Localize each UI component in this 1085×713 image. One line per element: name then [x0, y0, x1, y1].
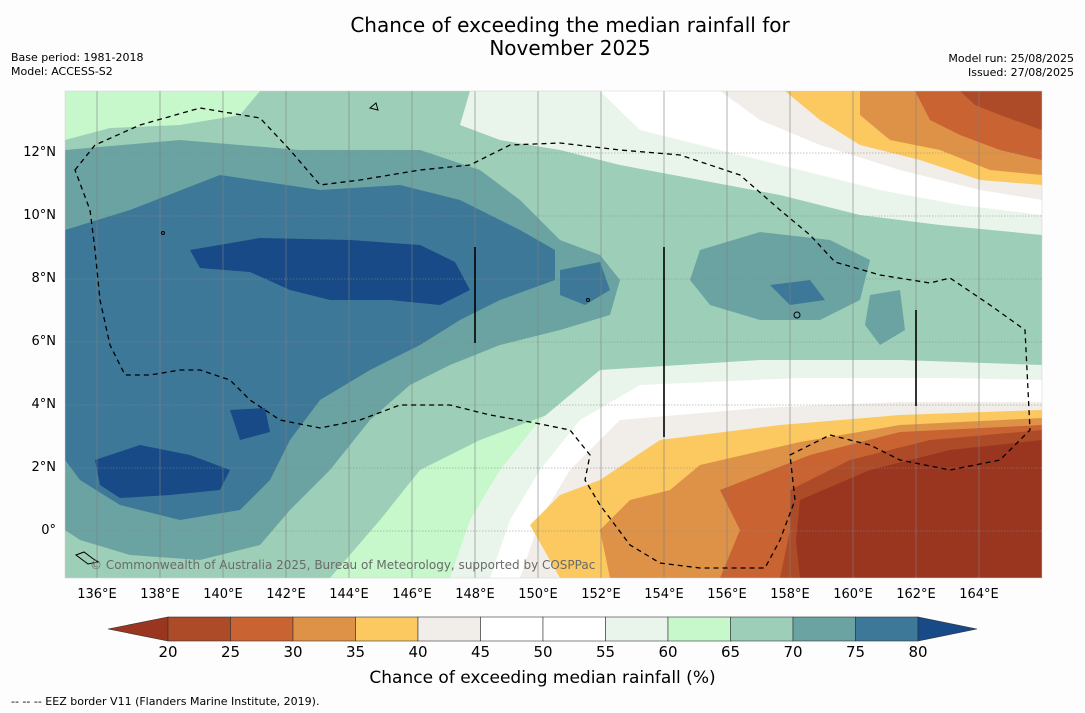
map-frame	[64, 90, 1043, 579]
band-above-80-north	[190, 238, 470, 305]
band-below-20	[796, 440, 1042, 578]
x-tick-label: 164°E	[959, 587, 999, 602]
colorbar-tick-label: 70	[783, 643, 803, 661]
colorbar-bin-60-65	[667, 616, 731, 642]
x-tick-label: 136°E	[77, 587, 117, 602]
colorbar-title: Chance of exceeding median rainfall (%)	[369, 668, 716, 688]
copyright-text: © Commonwealth of Australia 2025, Bureau…	[90, 558, 596, 572]
band-70-75-east-small	[865, 290, 905, 345]
title-line-2: November 2025	[489, 36, 651, 60]
region-markers	[474, 247, 917, 437]
colorbar-bin-35-40	[355, 616, 419, 642]
y-tick-label: 8°N	[31, 271, 57, 286]
graticule-meridians	[96, 91, 980, 578]
colorbar-bin-65-70	[730, 616, 794, 642]
colorbar-tick-label: 55	[595, 643, 616, 661]
colorbar-bin-55-60	[605, 616, 669, 642]
base-period-text: Base period: 1981-2018	[11, 51, 144, 64]
colorbar-bin-25-30	[230, 616, 294, 642]
colorbar-bin-75-80	[855, 616, 919, 642]
x-tick-label: 160°E	[833, 587, 873, 602]
y-tick-label: 6°N	[31, 334, 57, 349]
colorbar-bin-45-50	[480, 616, 544, 642]
x-tick-label: 156°E	[707, 587, 747, 602]
x-tick-label: 154°E	[644, 587, 684, 602]
colorbar-extend-low	[107, 616, 169, 642]
eez-legend-note: -- -- -- EEZ border V11 (Flanders Marine…	[11, 695, 320, 708]
eez-border-line	[74, 107, 1031, 569]
colorbar-bin-70-75	[792, 616, 856, 642]
x-tick-label: 146°E	[392, 587, 432, 602]
colorbar	[107, 616, 978, 642]
colorbar-tick-label: 60	[658, 643, 678, 661]
x-tick-label: 140°E	[203, 587, 243, 602]
band-70-75-east	[690, 232, 870, 320]
band-60-65-nw	[65, 91, 260, 140]
colorbar-bin-50-55	[542, 616, 606, 642]
rainfall-probability-field	[65, 91, 1042, 578]
band-75-80-small	[560, 262, 610, 305]
x-tick-label: 152°E	[581, 587, 621, 602]
y-tick-label: 12°N	[23, 145, 56, 160]
band-20-25-north	[960, 91, 1042, 130]
colorbar-tick-label: 35	[345, 643, 366, 661]
band-above-80-small	[230, 408, 270, 440]
model-run-text: Model run: 25/08/2025	[948, 52, 1074, 65]
colorbar-tick-label: 30	[283, 643, 303, 661]
x-tick-label: 138°E	[140, 587, 180, 602]
x-tick-label: 162°E	[896, 587, 936, 602]
graticule	[65, 152, 1042, 532]
colorbar-tick-label: 45	[470, 643, 491, 661]
metadata-left: Base period: 1981-2018 Model: ACCESS-S2	[11, 51, 143, 79]
island-outlines	[74, 102, 801, 565]
band-above-80-south	[95, 445, 230, 498]
y-tick-label: 2°N	[31, 460, 57, 475]
x-tick-label: 144°E	[329, 587, 369, 602]
colorbar-tick-label: 20	[158, 643, 178, 661]
x-tick-label: 148°E	[455, 587, 495, 602]
colorbar-bin-30-35	[292, 616, 356, 642]
colorbar-tick-label: 40	[408, 643, 428, 661]
colorbar-bin-40-45	[417, 616, 481, 642]
issued-text: Issued: 27/08/2025	[967, 66, 1074, 79]
metadata-right: Model run: 25/08/2025 Issued: 27/08/2025	[948, 52, 1074, 80]
title-line-1: Chance of exceeding the median rainfall …	[350, 13, 790, 37]
colorbar-bin-20-25	[167, 616, 231, 642]
x-tick-label: 158°E	[770, 587, 810, 602]
colorbar-tick-label: 75	[845, 643, 866, 661]
colorbar-tick-label: 50	[533, 643, 553, 661]
map-title: Chance of exceeding the median rainfall …	[0, 14, 1085, 60]
y-tick-label: 4°N	[31, 397, 57, 412]
colorbar-tick-label: 65	[720, 643, 741, 661]
colorbar-tick-label: 80	[908, 643, 928, 661]
y-tick-label: 10°N	[23, 208, 56, 223]
x-tick-label: 150°E	[518, 587, 558, 602]
model-text: Model: ACCESS-S2	[11, 65, 113, 78]
colorbar-extend-high	[917, 616, 978, 642]
x-tick-label: 142°E	[266, 587, 306, 602]
colorbar-tick-label: 25	[220, 643, 241, 661]
y-tick-label: 0°	[41, 523, 56, 538]
band-75-80-east	[770, 280, 825, 305]
